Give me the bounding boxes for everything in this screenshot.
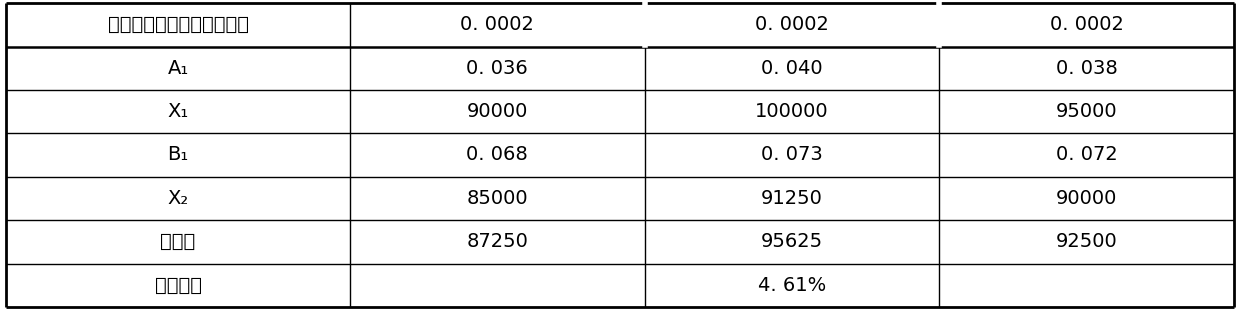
Text: 100000: 100000 (755, 102, 828, 121)
Text: 95000: 95000 (1055, 102, 1117, 121)
Text: 90000: 90000 (1055, 189, 1117, 208)
Text: 0. 040: 0. 040 (761, 59, 822, 78)
Text: X₂: X₂ (167, 189, 188, 208)
Text: 95625: 95625 (761, 232, 823, 251)
Text: 92500: 92500 (1055, 232, 1117, 251)
Text: 85000: 85000 (466, 189, 528, 208)
Text: 待测酶液中待测样本的浓度: 待测酶液中待测样本的浓度 (108, 15, 248, 34)
Text: X₁: X₁ (167, 102, 188, 121)
Text: A₁: A₁ (167, 59, 188, 78)
Text: 91250: 91250 (761, 189, 823, 208)
Text: 0. 0002: 0. 0002 (1049, 15, 1123, 34)
Text: 90000: 90000 (466, 102, 528, 121)
Text: 0. 072: 0. 072 (1055, 145, 1117, 165)
Text: 0. 0002: 0. 0002 (460, 15, 534, 34)
Text: 平均値: 平均値 (160, 232, 196, 251)
Text: 相对偏差: 相对偏差 (155, 276, 202, 295)
Text: 0. 0002: 0. 0002 (755, 15, 828, 34)
Text: 87250: 87250 (466, 232, 528, 251)
Text: 0. 038: 0. 038 (1055, 59, 1117, 78)
Text: B₁: B₁ (167, 145, 188, 165)
Text: 4. 61%: 4. 61% (758, 276, 826, 295)
Text: 0. 073: 0. 073 (761, 145, 822, 165)
Text: 0. 068: 0. 068 (466, 145, 528, 165)
Text: 0. 036: 0. 036 (466, 59, 528, 78)
